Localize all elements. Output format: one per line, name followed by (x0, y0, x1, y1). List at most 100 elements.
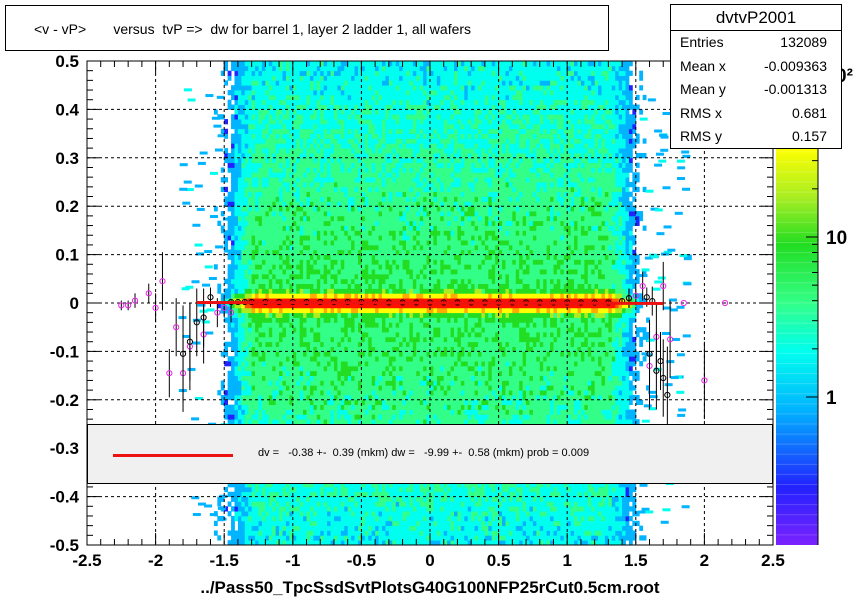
heatmap-cell (296, 196, 301, 202)
heatmap-cell (347, 370, 352, 376)
heatmap-cell (224, 506, 229, 512)
heatmap-cell (357, 511, 362, 517)
heatmap-cell (385, 380, 390, 386)
heatmap-cell (320, 491, 325, 497)
heatmap-cell (244, 356, 249, 362)
heatmap-cell (299, 332, 304, 338)
heatmap-cell (306, 259, 311, 265)
heatmap-cell (296, 394, 301, 401)
heatmap-cell (368, 75, 373, 81)
heatmap-cell (330, 322, 335, 328)
heatmap-cell (279, 303, 283, 309)
heatmap-cell (323, 191, 328, 197)
heatmap-cell (344, 94, 349, 101)
heatmap-cell (375, 380, 379, 386)
heatmap-cell (344, 356, 349, 362)
heatmap-cell (330, 390, 335, 396)
heatmap-cell (248, 85, 253, 91)
heatmap-cell (361, 240, 366, 246)
heatmap-cell (296, 225, 301, 231)
heatmap-cell (385, 167, 390, 173)
heatmap-cell (279, 85, 283, 91)
heatmap-cell (354, 104, 359, 110)
heatmap-cell (237, 90, 242, 96)
heatmap-cell (268, 65, 273, 72)
heatmap-cell (309, 61, 314, 67)
heatmap-cell (268, 520, 273, 527)
heatmap-cell (255, 70, 259, 76)
heatmap-cell (381, 90, 386, 96)
heatmap-cell (275, 75, 280, 81)
heatmap-cell (354, 414, 359, 420)
heatmap-cell (265, 225, 270, 231)
heatmap-cell (268, 390, 273, 396)
heatmap-cell (306, 370, 311, 376)
heatmap-cell (344, 104, 349, 110)
heatmap-cell (285, 152, 290, 159)
heatmap-cell (306, 152, 311, 159)
heatmap-cell (309, 220, 314, 226)
heatmap-cell (395, 327, 400, 333)
heatmap-cell (299, 148, 304, 154)
heatmap-cell (381, 515, 386, 522)
heatmap-cell (289, 244, 294, 251)
heatmap-cell (255, 104, 259, 110)
heatmap-cell (385, 172, 390, 178)
heatmap-cell (248, 109, 253, 115)
heatmap-cell (385, 220, 390, 226)
heatmap-cell (395, 394, 400, 401)
heatmap-cell (275, 244, 280, 251)
heatmap-cell (279, 346, 283, 352)
heatmap-cell (237, 220, 242, 226)
heatmap-cell (272, 278, 277, 285)
heatmap-cell (251, 351, 256, 357)
heatmap-cell (289, 303, 294, 309)
heatmap-cell (313, 254, 318, 260)
heatmap-cell (261, 525, 266, 531)
heatmap-cell (217, 283, 222, 289)
heatmap-cell (316, 177, 321, 183)
heatmap-cell (275, 346, 280, 352)
heatmap-cell (255, 341, 259, 347)
heatmap-cell (248, 249, 253, 255)
heatmap-cell (378, 90, 383, 96)
heatmap-cell (313, 133, 318, 139)
heatmap-cell (327, 351, 331, 357)
heatmap-cell (292, 375, 297, 381)
heatmap-cell (306, 206, 311, 212)
heatmap-cell (234, 486, 239, 493)
heatmap-cell (351, 104, 355, 110)
heatmap-cell (248, 356, 253, 362)
heatmap-cell (265, 186, 270, 193)
heatmap-cell (364, 380, 369, 386)
heatmap-cell (378, 230, 383, 236)
heatmap-cell (368, 375, 373, 381)
heatmap-cell (306, 235, 311, 241)
heatmap-cell (330, 317, 335, 323)
heatmap-cell (330, 65, 335, 72)
heatmap-cell (364, 259, 369, 265)
heatmap-cell (234, 152, 239, 159)
heatmap-cell (347, 249, 352, 255)
heatmap-cell (285, 380, 290, 386)
heatmap-cell (268, 278, 273, 285)
heatmap-cell (282, 254, 287, 260)
heatmap-cell (289, 346, 294, 352)
heatmap-cell (231, 409, 235, 415)
heatmap-cell (244, 390, 249, 396)
heatmap-cell (268, 152, 273, 159)
heatmap-cell (234, 409, 239, 415)
heatmap-cell (375, 361, 379, 367)
heatmap-cell (361, 317, 366, 323)
heatmap-cell (248, 361, 253, 367)
heatmap-cell (313, 414, 318, 420)
heatmap-cell (344, 409, 349, 415)
heatmap-cell (296, 109, 301, 115)
heatmap-cell (241, 303, 246, 309)
heatmap-cell (327, 317, 331, 323)
heatmap-cell (237, 535, 242, 541)
heatmap-cell (265, 515, 270, 522)
heatmap-cell (351, 365, 355, 372)
heatmap-cell (337, 162, 342, 168)
heatmap-cell (375, 249, 379, 255)
